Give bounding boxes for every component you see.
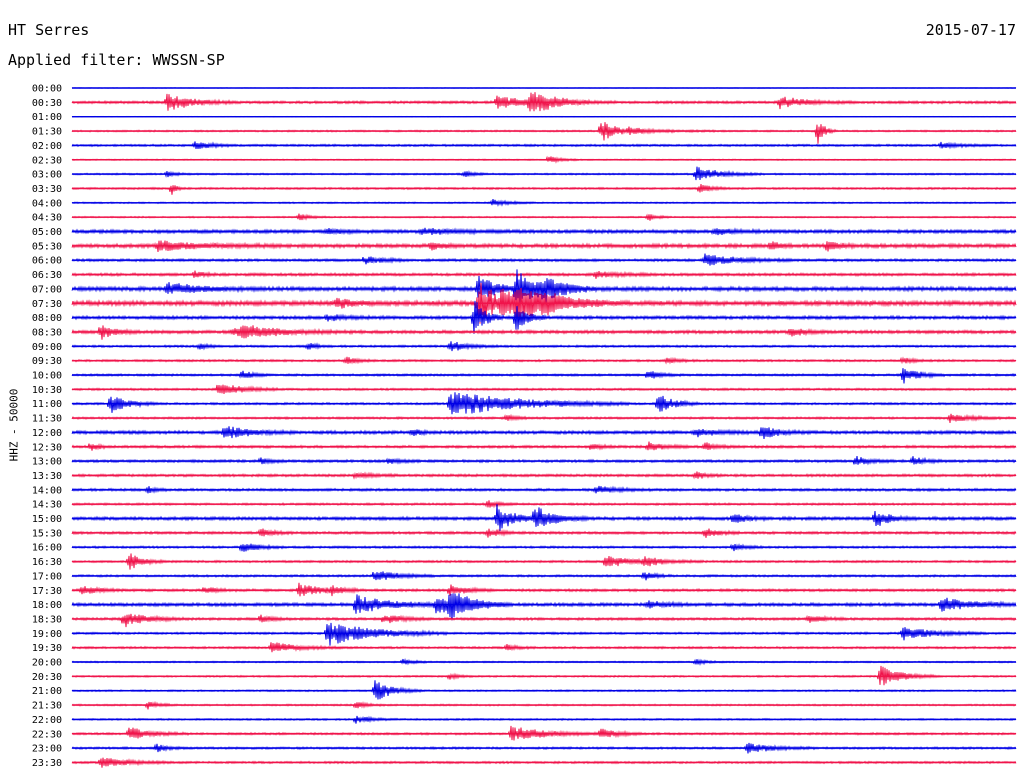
trace-line — [71, 613, 1017, 628]
time-tick-label: 00:00 — [32, 84, 62, 95]
time-tick-label: 13:30 — [32, 471, 62, 482]
time-tick-label: 16:30 — [32, 557, 62, 568]
time-tick-label: 19:00 — [32, 629, 62, 640]
time-tick-label: 06:30 — [32, 270, 62, 281]
time-tick-label: 15:30 — [32, 528, 62, 539]
time-tick-label: 17:00 — [32, 571, 62, 582]
date-label: 2015-07-17 — [925, 21, 1016, 39]
trace-line — [71, 680, 1017, 700]
time-tick-label: 14:00 — [32, 485, 62, 496]
time-tick-label: 09:00 — [32, 342, 62, 353]
time-tick-label: 08:30 — [32, 327, 62, 338]
trace-line — [71, 183, 1017, 195]
trace-line — [71, 504, 1017, 531]
time-tick-label: 22:30 — [32, 729, 62, 740]
time-tick-label: 04:30 — [32, 213, 62, 224]
time-tick-label: 16:00 — [32, 543, 62, 554]
time-tick-label: 07:30 — [32, 299, 62, 310]
time-tick-label: 09:30 — [32, 356, 62, 367]
trace-line — [71, 665, 1017, 686]
time-tick-label: 22:00 — [32, 715, 62, 726]
time-tick-label: 00:30 — [32, 98, 62, 109]
time-tick-label: 17:30 — [32, 586, 62, 597]
time-tick-label: 13:00 — [32, 457, 62, 468]
time-tick-label: 12:30 — [32, 442, 62, 453]
time-tick-label: 10:00 — [32, 371, 62, 382]
time-tick-label: 12:00 — [32, 428, 62, 439]
time-tick-label: 05:00 — [32, 227, 62, 238]
trace-line — [71, 622, 1017, 646]
trace-line — [71, 368, 1017, 384]
time-tick-label: 11:30 — [32, 414, 62, 425]
trace-line — [71, 593, 1017, 621]
time-tick-label: 05:30 — [32, 241, 62, 252]
time-tick-label: 08:00 — [32, 313, 62, 324]
trace-line — [71, 582, 1017, 597]
time-tick-label: 21:00 — [32, 686, 62, 697]
time-tick-label: 11:00 — [32, 399, 62, 410]
time-tick-label: 02:00 — [32, 141, 62, 152]
time-tick-label: 03:00 — [32, 170, 62, 181]
time-tick-label: 20:30 — [32, 672, 62, 683]
time-tick-label: 15:00 — [32, 514, 62, 525]
time-tick-label: 18:00 — [32, 600, 62, 611]
time-tick-label: 20:00 — [32, 658, 62, 669]
time-tick-label: 23:30 — [32, 758, 62, 769]
trace-line — [71, 166, 1017, 181]
time-tick-label: 19:30 — [32, 643, 62, 654]
time-tick-label: 03:30 — [32, 184, 62, 195]
trace-line — [71, 455, 1017, 466]
time-tick-label: 14:30 — [32, 500, 62, 511]
time-tick-label: 04:00 — [32, 198, 62, 209]
time-tick-label: 01:30 — [32, 127, 62, 138]
filter-label: Applied filter: WWSSN-SP — [8, 51, 225, 69]
time-tick-label: 06:00 — [32, 256, 62, 267]
trace-line — [71, 198, 1017, 207]
time-tick-label: 21:30 — [32, 701, 62, 712]
trace-line — [71, 122, 1017, 144]
time-tick-label: 18:30 — [32, 614, 62, 625]
station-title: HT Serres — [8, 21, 90, 39]
time-tick-label: 23:00 — [32, 744, 62, 755]
time-tick-label: 02:30 — [32, 155, 62, 166]
time-tick-label: 01:00 — [32, 112, 62, 123]
time-tick-label: 07:00 — [32, 284, 62, 295]
time-tick-label: 10:30 — [32, 385, 62, 396]
